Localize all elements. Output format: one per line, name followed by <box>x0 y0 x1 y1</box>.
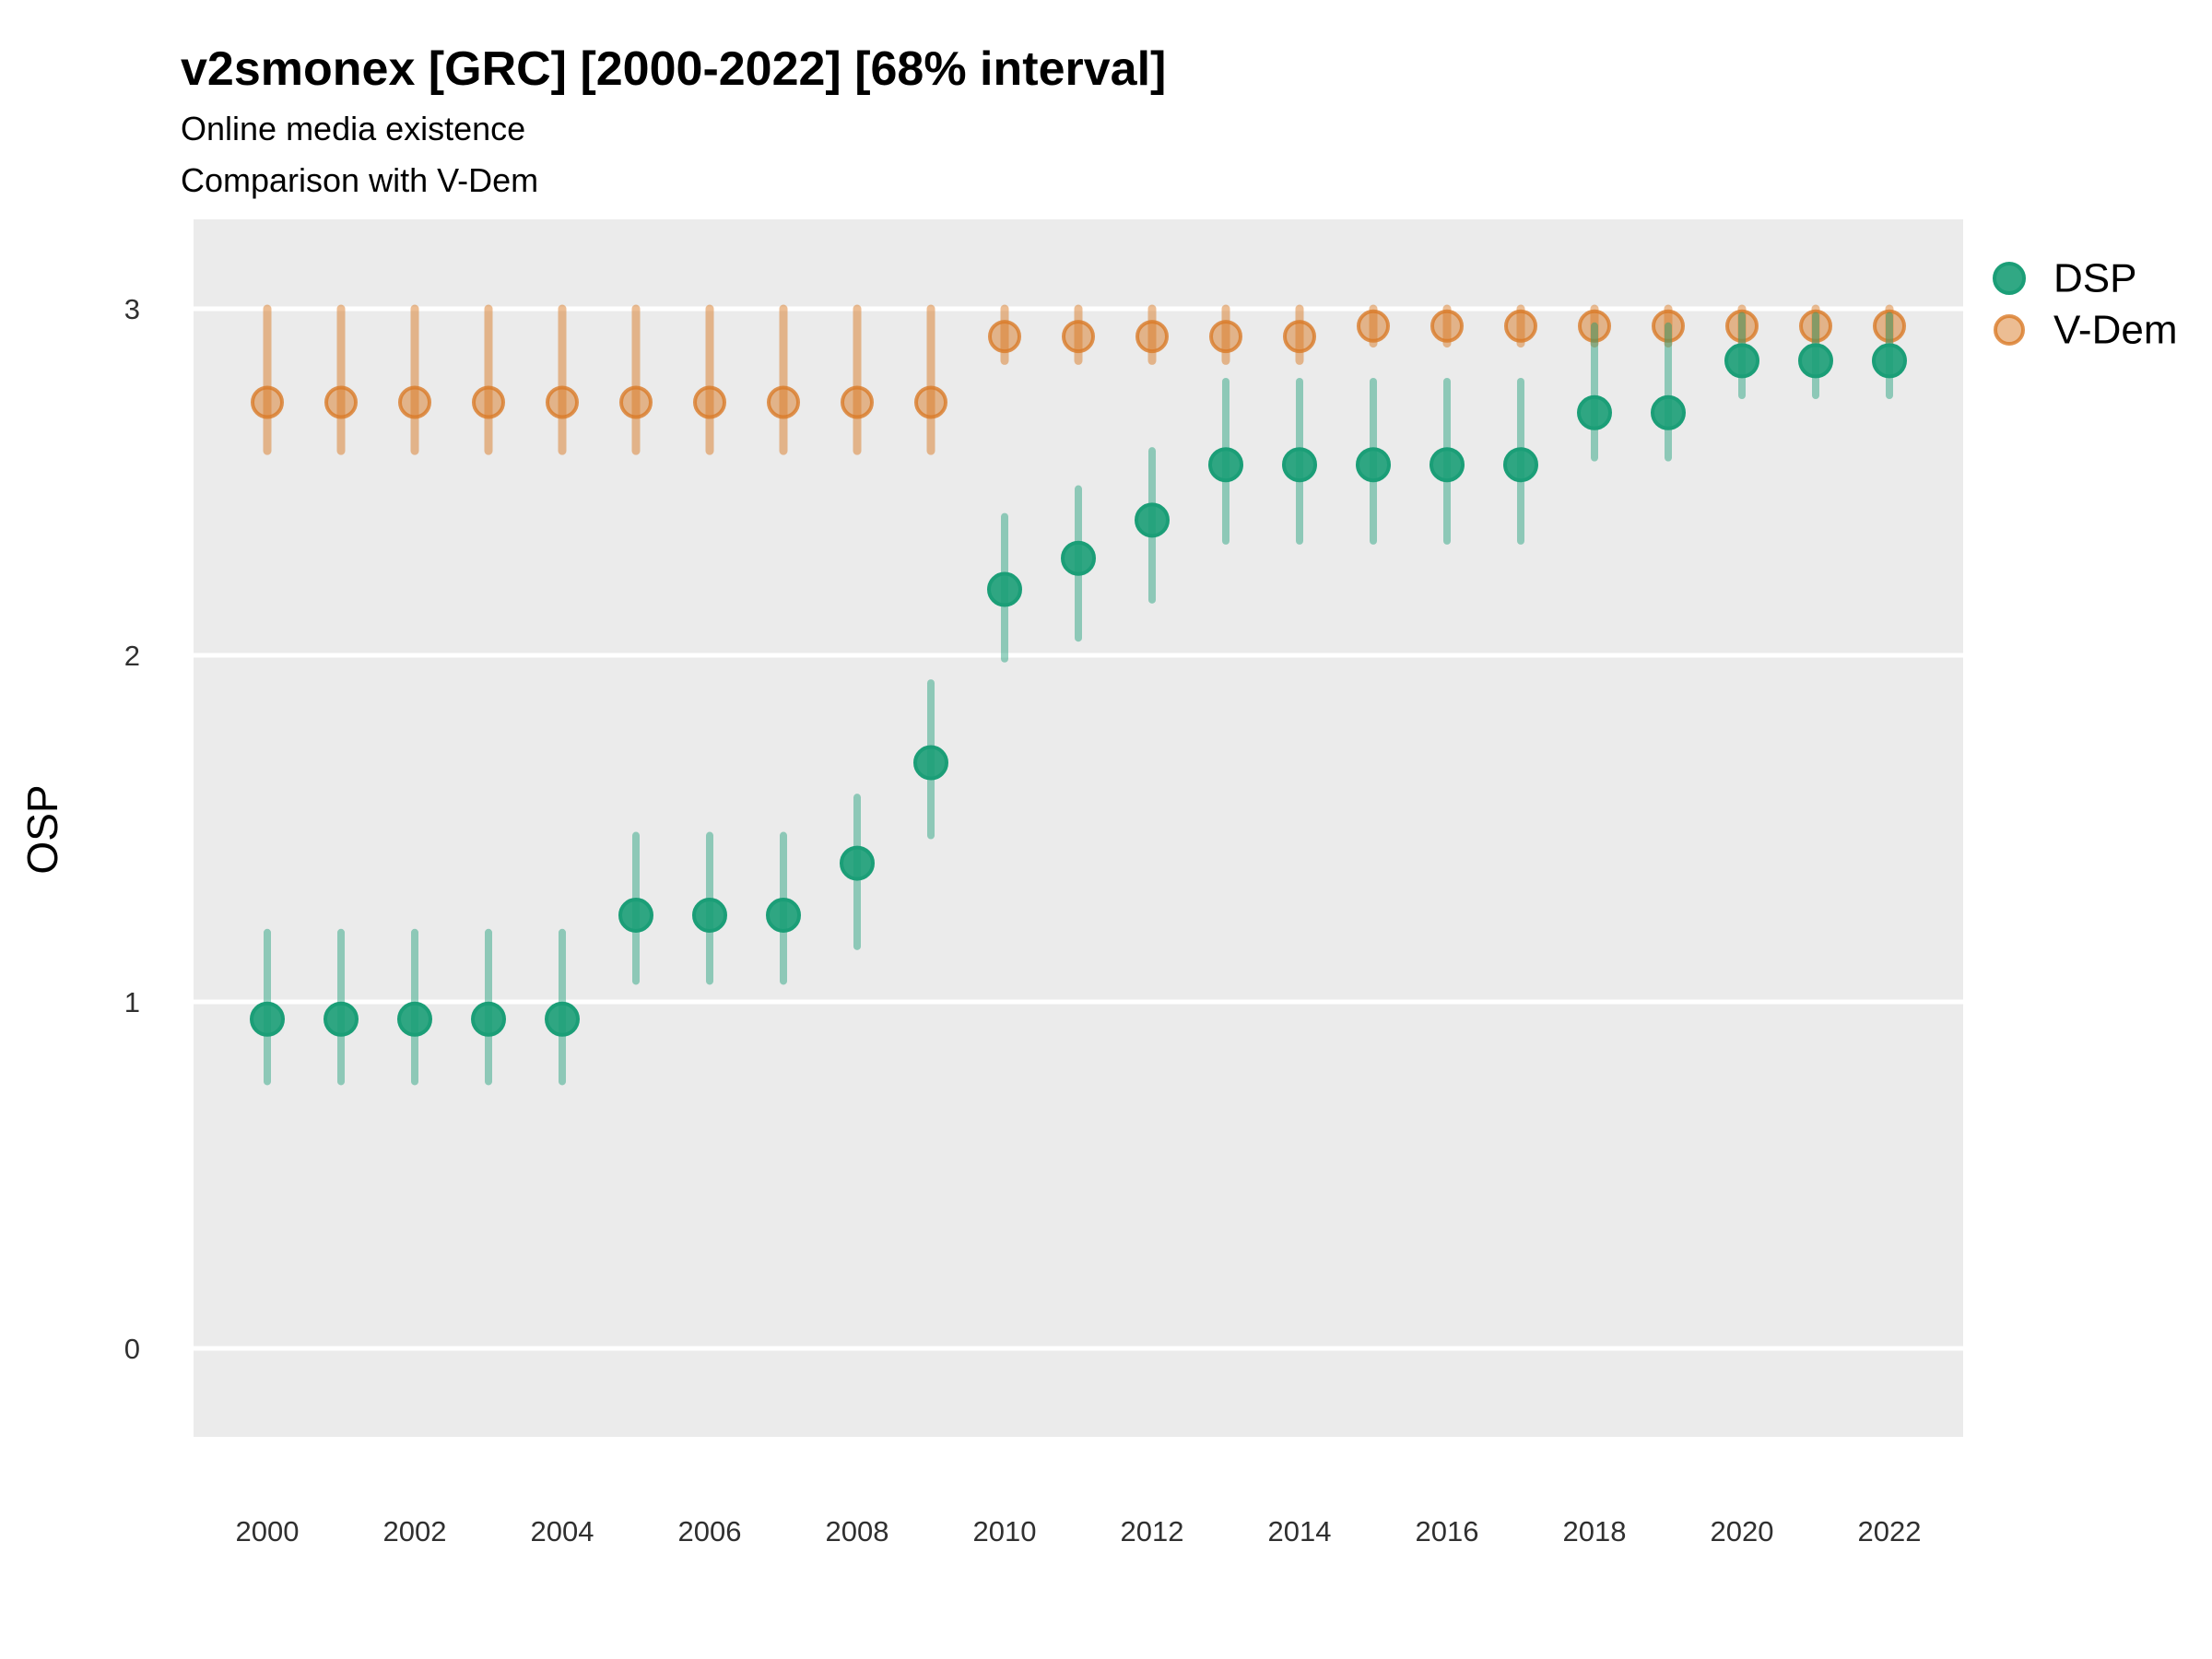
chart-title: v2smonex [GRC] [2000-2022] [68% interval… <box>181 42 1166 96</box>
dsp-point-2008 <box>840 845 875 881</box>
legend-key-vdem-icon <box>1994 314 2025 346</box>
vdem-point-2022 <box>1873 309 1906 343</box>
vdem-point-2001 <box>324 385 358 419</box>
x-tick-label-2022: 2022 <box>1858 1515 1922 1547</box>
dsp-point-2001 <box>324 1001 359 1037</box>
legend-key-dsp-icon <box>1993 262 2026 295</box>
dsp-point-2014 <box>1282 447 1317 483</box>
vdem-point-2010 <box>988 320 1021 354</box>
legend-label-vdem: V-Dem <box>2053 308 2177 353</box>
x-tick-label-2008: 2008 <box>826 1515 889 1547</box>
vdem-point-2007 <box>767 385 800 419</box>
chart-subtitle-line1: Online media existence <box>181 110 525 147</box>
chart-subtitle-line2: Comparison with V-Dem <box>181 161 538 199</box>
vdem-point-2021 <box>1799 309 1832 343</box>
vdem-point-2004 <box>546 385 579 419</box>
dsp-point-2002 <box>397 1001 432 1037</box>
dsp-point-2017 <box>1503 447 1538 483</box>
x-tick-label-2000: 2000 <box>236 1515 300 1547</box>
x-tick-label-2004: 2004 <box>531 1515 594 1547</box>
x-tick-label-2012: 2012 <box>1121 1515 1184 1547</box>
dsp-point-2021 <box>1798 343 1833 379</box>
x-axis-tick-labels: 2000 2002 2004 2006 2008 2010 2012 2014 2016 2018… <box>236 1515 1922 1547</box>
dsp-point-2012 <box>1135 502 1170 538</box>
vdem-point-2006 <box>693 385 726 419</box>
legend: DSP V-Dem <box>1993 256 2177 353</box>
vdem-point-2017 <box>1504 309 1537 343</box>
vdem-point-2003 <box>472 385 505 419</box>
vdem-point-2009 <box>914 385 947 419</box>
vdem-point-2018 <box>1578 309 1611 343</box>
vdem-point-2005 <box>619 385 653 419</box>
y-axis-title: OSP <box>18 784 66 874</box>
dsp-point-2013 <box>1208 447 1243 483</box>
x-tick-label-2018: 2018 <box>1563 1515 1627 1547</box>
dsp-point-2020 <box>1724 343 1759 379</box>
vdem-point-2014 <box>1283 320 1316 354</box>
vdem-point-2008 <box>841 385 874 419</box>
x-tick-label-2016: 2016 <box>1416 1515 1479 1547</box>
dsp-point-2003 <box>471 1001 506 1037</box>
y-axis-tick-labels: 0 1 2 3 <box>124 293 140 1365</box>
x-tick-label-2014: 2014 <box>1268 1515 1332 1547</box>
dsp-point-2004 <box>545 1001 580 1037</box>
legend-label-dsp: DSP <box>2053 256 2136 301</box>
dsp-point-2019 <box>1651 394 1686 430</box>
y-tick-label-3: 3 <box>124 293 140 325</box>
y-tick-label-0: 0 <box>124 1333 140 1365</box>
vdem-point-2011 <box>1062 320 1095 354</box>
x-tick-label-2010: 2010 <box>973 1515 1037 1547</box>
dsp-point-2005 <box>618 898 653 933</box>
dsp-point-2000 <box>250 1001 285 1037</box>
dsp-point-2010 <box>987 571 1022 607</box>
dsp-point-2018 <box>1577 394 1612 430</box>
dsp-point-2011 <box>1061 540 1096 576</box>
dsp-point-2007 <box>766 898 801 933</box>
vdem-point-2013 <box>1209 320 1242 354</box>
y-tick-label-1: 1 <box>124 986 140 1018</box>
vdem-point-2019 <box>1652 309 1685 343</box>
plot-panel <box>194 219 1963 1437</box>
vdem-point-2000 <box>251 385 284 419</box>
series-layer <box>250 304 1907 1086</box>
y-tick-label-2: 2 <box>124 640 140 672</box>
vdem-point-2015 <box>1357 309 1390 343</box>
dsp-point-2006 <box>692 898 727 933</box>
dsp-point-2022 <box>1872 343 1907 379</box>
dsp-point-2015 <box>1356 447 1391 483</box>
vdem-point-2012 <box>1135 320 1169 354</box>
vdem-point-2016 <box>1430 309 1464 343</box>
dsp-point-2016 <box>1430 447 1465 483</box>
dsp-point-2009 <box>913 745 948 781</box>
x-tick-label-2020: 2020 <box>1711 1515 1774 1547</box>
vdem-point-2002 <box>398 385 431 419</box>
x-tick-label-2002: 2002 <box>383 1515 447 1547</box>
vdem-point-2020 <box>1725 309 1759 343</box>
x-tick-label-2006: 2006 <box>678 1515 742 1547</box>
